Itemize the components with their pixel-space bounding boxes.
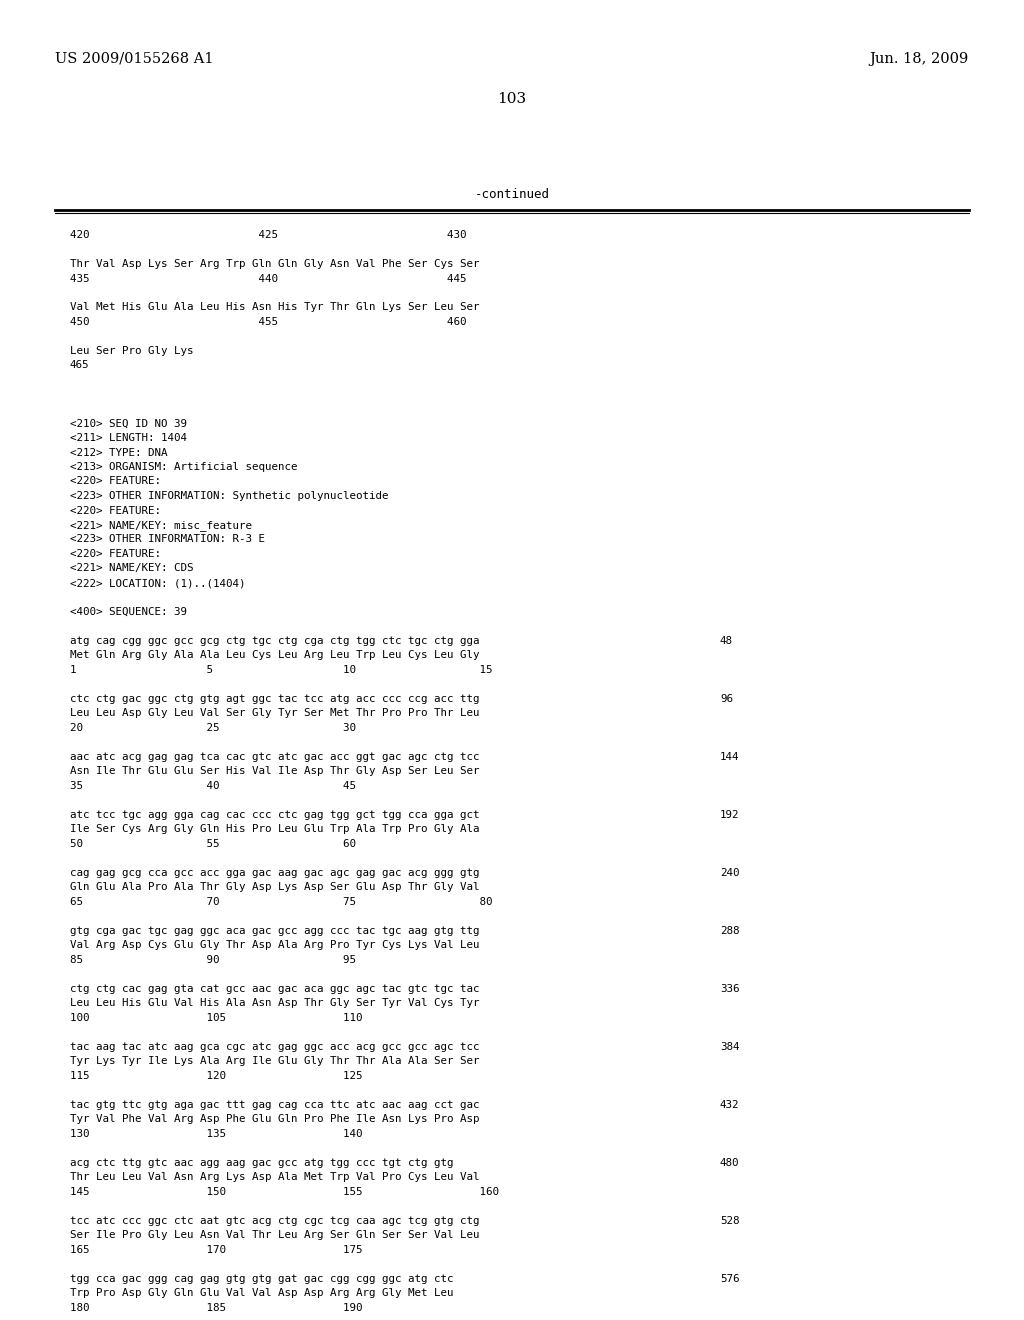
Text: 144: 144: [720, 752, 739, 762]
Text: 65                   70                   75                   80: 65 70 75 80: [70, 898, 493, 907]
Text: <213> ORGANISM: Artificial sequence: <213> ORGANISM: Artificial sequence: [70, 462, 298, 473]
Text: 1                    5                    10                   15: 1 5 10 15: [70, 665, 493, 675]
Text: tac aag tac atc aag gca cgc atc gag ggc acc acg gcc gcc agc tcc: tac aag tac atc aag gca cgc atc gag ggc …: [70, 1041, 479, 1052]
Text: 20                   25                   30: 20 25 30: [70, 723, 356, 733]
Text: tcc atc ccc ggc ctc aat gtc acg ctg cgc tcg caa agc tcg gtg ctg: tcc atc ccc ggc ctc aat gtc acg ctg cgc …: [70, 1216, 479, 1226]
Text: ctc ctg gac ggc ctg gtg agt ggc tac tcc atg acc ccc ccg acc ttg: ctc ctg gac ggc ctg gtg agt ggc tac tcc …: [70, 694, 479, 704]
Text: 528: 528: [720, 1216, 739, 1226]
Text: Val Arg Asp Cys Glu Gly Thr Asp Ala Arg Pro Tyr Cys Lys Val Leu: Val Arg Asp Cys Glu Gly Thr Asp Ala Arg …: [70, 940, 479, 950]
Text: 576: 576: [720, 1274, 739, 1284]
Text: 85                   90                   95: 85 90 95: [70, 954, 356, 965]
Text: 130                  135                  140: 130 135 140: [70, 1129, 362, 1139]
Text: 288: 288: [720, 927, 739, 936]
Text: Leu Leu His Glu Val His Ala Asn Asp Thr Gly Ser Tyr Val Cys Tyr: Leu Leu His Glu Val His Ala Asn Asp Thr …: [70, 998, 479, 1008]
Text: <222> LOCATION: (1)..(1404): <222> LOCATION: (1)..(1404): [70, 578, 246, 587]
Text: 240: 240: [720, 869, 739, 878]
Text: 165                  170                  175: 165 170 175: [70, 1245, 362, 1255]
Text: <220> FEATURE:: <220> FEATURE:: [70, 477, 161, 487]
Text: 96: 96: [720, 694, 733, 704]
Text: 180                  185                  190: 180 185 190: [70, 1303, 362, 1313]
Text: <400> SEQUENCE: 39: <400> SEQUENCE: 39: [70, 607, 187, 616]
Text: 100                  105                  110: 100 105 110: [70, 1012, 362, 1023]
Text: <211> LENGTH: 1404: <211> LENGTH: 1404: [70, 433, 187, 444]
Text: 35                   40                   45: 35 40 45: [70, 781, 356, 791]
Text: <221> NAME/KEY: CDS: <221> NAME/KEY: CDS: [70, 564, 194, 573]
Text: US 2009/0155268 A1: US 2009/0155268 A1: [55, 51, 213, 66]
Text: tgg cca gac ggg cag gag gtg gtg gat gac cgg cgg ggc atg ctc: tgg cca gac ggg cag gag gtg gtg gat gac …: [70, 1274, 454, 1284]
Text: 50                   55                   60: 50 55 60: [70, 840, 356, 849]
Text: Gln Glu Ala Pro Ala Thr Gly Asp Lys Asp Ser Glu Asp Thr Gly Val: Gln Glu Ala Pro Ala Thr Gly Asp Lys Asp …: [70, 883, 479, 892]
Text: 435                          440                          445: 435 440 445: [70, 273, 467, 284]
Text: Ile Ser Cys Arg Gly Gln His Pro Leu Glu Trp Ala Trp Pro Gly Ala: Ile Ser Cys Arg Gly Gln His Pro Leu Glu …: [70, 825, 479, 834]
Text: Leu Ser Pro Gly Lys: Leu Ser Pro Gly Lys: [70, 346, 194, 356]
Text: <223> OTHER INFORMATION: R-3 E: <223> OTHER INFORMATION: R-3 E: [70, 535, 265, 544]
Text: Trp Pro Asp Gly Gln Glu Val Val Asp Asp Arg Arg Gly Met Leu: Trp Pro Asp Gly Gln Glu Val Val Asp Asp …: [70, 1288, 454, 1299]
Text: atg cag cgg ggc gcc gcg ctg tgc ctg cga ctg tgg ctc tgc ctg gga: atg cag cgg ggc gcc gcg ctg tgc ctg cga …: [70, 636, 479, 645]
Text: atc tcc tgc agg gga cag cac ccc ctc gag tgg gct tgg cca gga gct: atc tcc tgc agg gga cag cac ccc ctc gag …: [70, 810, 479, 820]
Text: Thr Val Asp Lys Ser Arg Trp Gln Gln Gly Asn Val Phe Ser Cys Ser: Thr Val Asp Lys Ser Arg Trp Gln Gln Gly …: [70, 259, 479, 269]
Text: Asn Ile Thr Glu Glu Ser His Val Ile Asp Thr Gly Asp Ser Leu Ser: Asn Ile Thr Glu Glu Ser His Val Ile Asp …: [70, 767, 479, 776]
Text: 465: 465: [70, 360, 89, 371]
Text: acg ctc ttg gtc aac agg aag gac gcc atg tgg ccc tgt ctg gtg: acg ctc ttg gtc aac agg aag gac gcc atg …: [70, 1158, 454, 1168]
Text: 480: 480: [720, 1158, 739, 1168]
Text: 103: 103: [498, 92, 526, 106]
Text: Thr Leu Leu Val Asn Arg Lys Asp Ala Met Trp Val Pro Cys Leu Val: Thr Leu Leu Val Asn Arg Lys Asp Ala Met …: [70, 1172, 479, 1183]
Text: <223> OTHER INFORMATION: Synthetic polynucleotide: <223> OTHER INFORMATION: Synthetic polyn…: [70, 491, 388, 502]
Text: 450                          455                          460: 450 455 460: [70, 317, 467, 327]
Text: 384: 384: [720, 1041, 739, 1052]
Text: 145                  150                  155                  160: 145 150 155 160: [70, 1187, 499, 1197]
Text: 432: 432: [720, 1100, 739, 1110]
Text: Jun. 18, 2009: Jun. 18, 2009: [869, 51, 969, 66]
Text: 115                  120                  125: 115 120 125: [70, 1071, 362, 1081]
Text: ctg ctg cac gag gta cat gcc aac gac aca ggc agc tac gtc tgc tac: ctg ctg cac gag gta cat gcc aac gac aca …: [70, 983, 479, 994]
Text: Tyr Lys Tyr Ile Lys Ala Arg Ile Glu Gly Thr Thr Ala Ala Ser Ser: Tyr Lys Tyr Ile Lys Ala Arg Ile Glu Gly …: [70, 1056, 479, 1067]
Text: Tyr Val Phe Val Arg Asp Phe Glu Gln Pro Phe Ile Asn Lys Pro Asp: Tyr Val Phe Val Arg Asp Phe Glu Gln Pro …: [70, 1114, 479, 1125]
Text: <221> NAME/KEY: misc_feature: <221> NAME/KEY: misc_feature: [70, 520, 252, 531]
Text: 48: 48: [720, 636, 733, 645]
Text: Met Gln Arg Gly Ala Ala Leu Cys Leu Arg Leu Trp Leu Cys Leu Gly: Met Gln Arg Gly Ala Ala Leu Cys Leu Arg …: [70, 651, 479, 660]
Text: -continued: -continued: [474, 187, 550, 201]
Text: <212> TYPE: DNA: <212> TYPE: DNA: [70, 447, 168, 458]
Text: <210> SEQ ID NO 39: <210> SEQ ID NO 39: [70, 418, 187, 429]
Text: Leu Leu Asp Gly Leu Val Ser Gly Tyr Ser Met Thr Pro Pro Thr Leu: Leu Leu Asp Gly Leu Val Ser Gly Tyr Ser …: [70, 709, 479, 718]
Text: aac atc acg gag gag tca cac gtc atc gac acc ggt gac agc ctg tcc: aac atc acg gag gag tca cac gtc atc gac …: [70, 752, 479, 762]
Text: 336: 336: [720, 983, 739, 994]
Text: 420                          425                          430: 420 425 430: [70, 230, 467, 240]
Text: cag gag gcg cca gcc acc gga gac aag gac agc gag gac acg ggg gtg: cag gag gcg cca gcc acc gga gac aag gac …: [70, 869, 479, 878]
Text: gtg cga gac tgc gag ggc aca gac gcc agg ccc tac tgc aag gtg ttg: gtg cga gac tgc gag ggc aca gac gcc agg …: [70, 927, 479, 936]
Text: tac gtg ttc gtg aga gac ttt gag cag cca ttc atc aac aag cct gac: tac gtg ttc gtg aga gac ttt gag cag cca …: [70, 1100, 479, 1110]
Text: Ser Ile Pro Gly Leu Asn Val Thr Leu Arg Ser Gln Ser Ser Val Leu: Ser Ile Pro Gly Leu Asn Val Thr Leu Arg …: [70, 1230, 479, 1241]
Text: <220> FEATURE:: <220> FEATURE:: [70, 549, 161, 558]
Text: 192: 192: [720, 810, 739, 820]
Text: Val Met His Glu Ala Leu His Asn His Tyr Thr Gln Lys Ser Leu Ser: Val Met His Glu Ala Leu His Asn His Tyr …: [70, 302, 479, 313]
Text: <220> FEATURE:: <220> FEATURE:: [70, 506, 161, 516]
